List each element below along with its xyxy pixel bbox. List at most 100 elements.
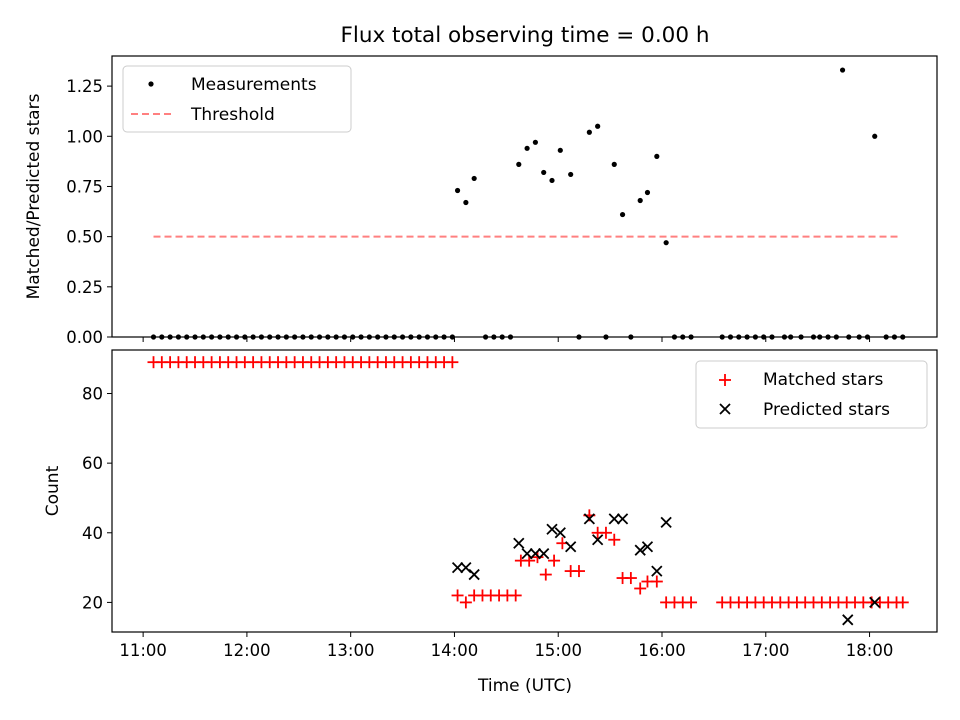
predicted-star-point	[616, 513, 629, 525]
measurement-point	[663, 240, 669, 246]
predicted-star-point	[565, 541, 577, 553]
predicted-star-point-b	[869, 596, 881, 609]
predicted-star-point-b	[592, 534, 604, 546]
x-tick-label: 17:00	[742, 641, 790, 660]
matched-star-point	[509, 589, 522, 602]
top-y-tick-label: 0.50	[66, 228, 103, 247]
matched-star-point	[451, 589, 464, 602]
predicted-star-point-b	[546, 523, 558, 535]
bottom-y-tick-label: 20	[82, 593, 103, 612]
bottom-legend: Matched stars Predicted stars	[695, 360, 928, 429]
top-y-axis-label: Matched/Predicted stars	[24, 93, 44, 299]
measurement-point	[516, 161, 522, 167]
matched-star-point	[572, 565, 585, 578]
predicted-star-point-b	[529, 548, 542, 560]
legend-matched-label: Matched stars	[763, 370, 883, 390]
x-tick-label: 14:00	[431, 641, 479, 660]
measurement-point	[532, 139, 538, 145]
top-y-tick-label: 0.00	[66, 328, 103, 347]
bottom-axes-frame	[111, 349, 938, 633]
predicted-star-point	[869, 596, 881, 609]
matched-star-point	[624, 572, 637, 585]
predicted-star-point	[583, 513, 595, 525]
measurement-point	[637, 197, 643, 204]
top-x-axis	[142, 337, 871, 342]
measurement-point	[471, 175, 477, 182]
predicted-star-point-b	[468, 568, 480, 581]
predicted-star-point	[468, 568, 480, 581]
measurement-point	[611, 161, 617, 167]
predicted-star-point-b	[842, 614, 854, 626]
bottom-plot-area	[147, 356, 909, 626]
top-legend-box	[122, 65, 352, 133]
legend-measurements-marker	[148, 81, 154, 87]
measurement-point	[454, 187, 461, 194]
bottom-x-axis-label: Time (UTC)	[477, 676, 572, 696]
matched-star-point	[599, 526, 612, 539]
predicted-star-point-b	[616, 513, 629, 525]
predicted-star-point	[660, 516, 672, 528]
measurement-point	[541, 169, 547, 176]
matched-star-point	[446, 356, 459, 369]
predicted-star-point	[538, 548, 550, 560]
matched-star-point	[608, 533, 621, 546]
predicted-star-point	[460, 561, 472, 574]
predicted-star-point-b	[641, 541, 654, 553]
bottom-x-axis: 11:00 12:00 13:00 14:00 15:00 16:00 17:00 18:00	[119, 632, 893, 660]
measurement-point	[654, 153, 660, 159]
measurement-point	[524, 145, 530, 151]
predicted-star-point-b	[460, 561, 472, 574]
predicted-star-point-b	[651, 565, 663, 577]
bottom-y-axis-label: Count	[43, 465, 63, 516]
legend-matched-marker	[719, 374, 731, 386]
matched-star-point	[459, 596, 472, 609]
measurement-point	[586, 129, 592, 135]
top-y-axis: 0.00 0.25 0.50 0.75 1.00 1.25	[66, 77, 112, 347]
predicted-star-point-b	[660, 516, 672, 528]
measurement-point	[839, 67, 846, 73]
matched-star-point	[650, 575, 663, 588]
predicted-star-point	[513, 537, 525, 549]
bottom-y-tick-label: 40	[82, 524, 103, 543]
predicted-star-point-b	[565, 541, 577, 553]
matched-star-point	[548, 554, 561, 567]
predicted-star-point-b	[608, 513, 620, 525]
predicted-star-point	[651, 565, 663, 577]
legend-measurements-label: Measurements	[191, 75, 317, 95]
predicted-star-point	[554, 527, 566, 539]
matched-star-point	[896, 596, 909, 609]
predicted-star-point	[608, 513, 620, 525]
measurement-point	[644, 189, 651, 196]
legend-predicted-label: Predicted stars	[763, 400, 890, 420]
predicted-star-point	[842, 614, 854, 626]
predicted-star-point	[546, 523, 558, 535]
measurement-point	[463, 199, 469, 206]
x-tick-label: 12:00	[223, 641, 271, 660]
top-y-tick-label: 0.75	[66, 177, 103, 196]
predicted-star-point	[451, 561, 464, 574]
predicted-star-point-b	[554, 527, 566, 539]
bottom-legend-box	[695, 360, 928, 429]
bottom-y-tick-label: 60	[82, 454, 103, 473]
x-tick-label: 11:00	[119, 641, 167, 660]
measurement-point	[549, 177, 555, 184]
predicted-star-point	[634, 544, 646, 556]
x-tick-label: 13:00	[327, 641, 375, 660]
top-y-tick-label: 0.25	[66, 278, 103, 297]
matched-star-point	[634, 582, 647, 595]
x-tick-label: 16:00	[638, 641, 686, 660]
measurement-point	[595, 123, 601, 129]
predicted-star-point	[529, 548, 542, 560]
measurement-point	[557, 147, 563, 153]
top-axes-frame	[111, 55, 938, 338]
bottom-y-tick-label: 80	[82, 385, 103, 404]
top-y-tick-label: 1.00	[66, 127, 103, 146]
predicted-star-point-b	[513, 537, 525, 549]
top-legend: Measurements Threshold	[122, 65, 352, 133]
predicted-star-point-b	[538, 548, 550, 560]
x-tick-label: 15:00	[534, 641, 582, 660]
predicted-star-point-b	[521, 548, 533, 560]
bottom-y-axis: 20 40 60 80	[82, 385, 112, 612]
predicted-star-point-b	[634, 544, 646, 556]
